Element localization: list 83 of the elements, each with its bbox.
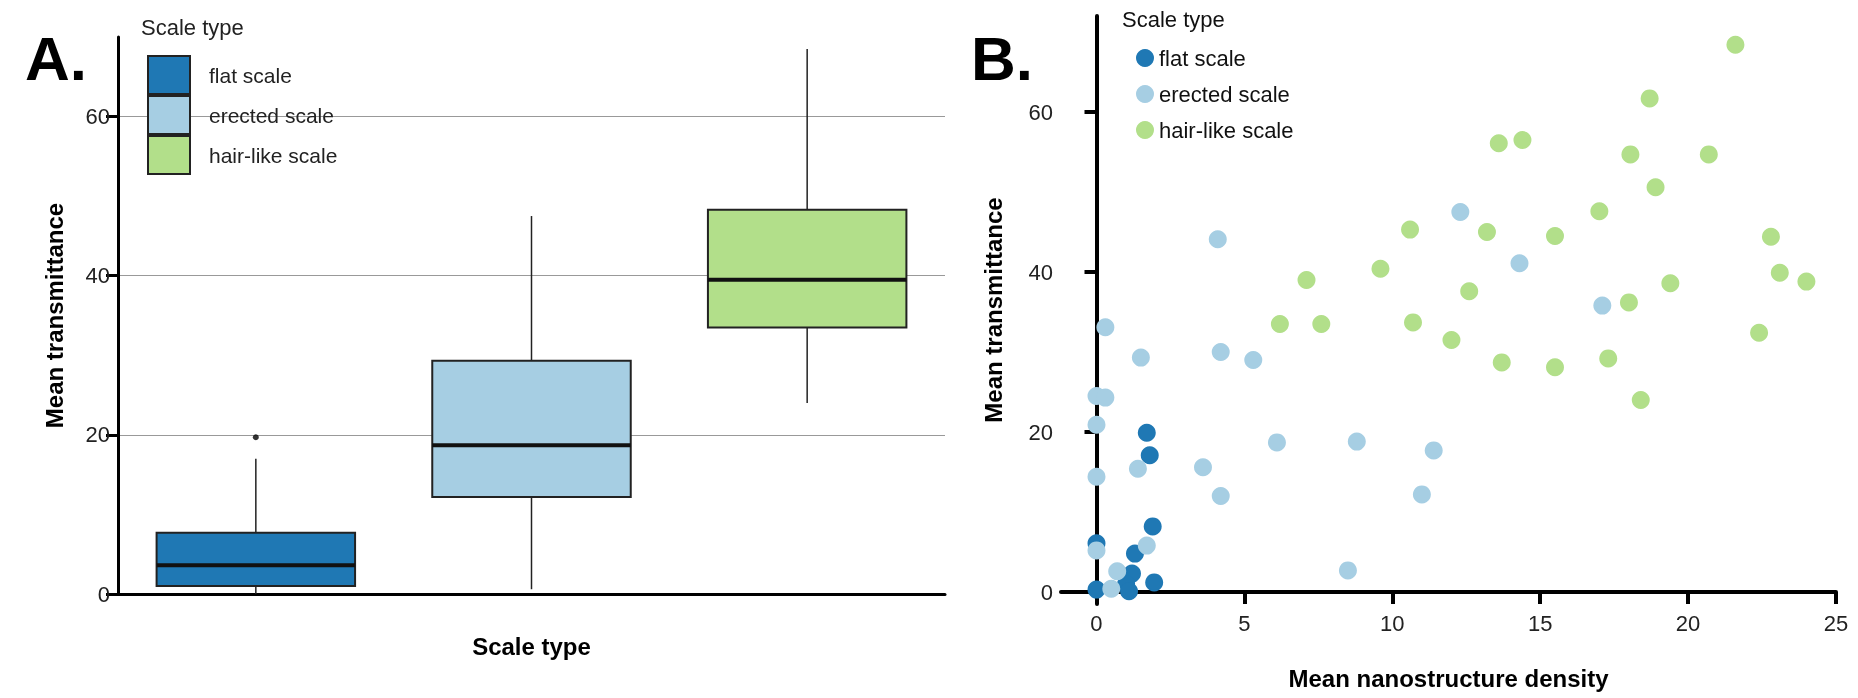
point — [1442, 331, 1461, 349]
point — [1424, 441, 1443, 460]
point — [1761, 227, 1780, 246]
x-tick-label: 10 — [1380, 610, 1405, 636]
x-tick-label: 0 — [1090, 610, 1103, 636]
point — [1619, 293, 1638, 312]
y-axis-title: Mean transmittance — [40, 202, 68, 429]
point — [1646, 178, 1665, 197]
point — [1699, 145, 1718, 164]
point — [1546, 227, 1564, 245]
point — [1451, 203, 1470, 221]
y-tick-label: 0 — [97, 581, 110, 607]
legend-title: Scale type — [141, 14, 244, 40]
legend-label: hair-like scale — [1159, 117, 1294, 143]
point — [1137, 536, 1156, 555]
point — [1460, 282, 1479, 301]
point — [1401, 220, 1420, 239]
point — [1194, 458, 1212, 477]
point — [1338, 561, 1357, 580]
x-tick-label: 5 — [1238, 610, 1251, 636]
point — [1621, 145, 1640, 164]
point — [1267, 433, 1286, 452]
chart-title: B. — [971, 23, 1033, 93]
point — [1477, 223, 1496, 241]
x-axis-title: Mean nanostructure density — [1288, 664, 1610, 692]
point — [1510, 254, 1529, 273]
point — [1140, 446, 1159, 465]
point — [1347, 432, 1366, 451]
x-tick-label: 25 — [1823, 610, 1849, 636]
point — [1631, 391, 1650, 409]
legend-title: Scale type — [1122, 6, 1225, 32]
point — [1489, 134, 1508, 153]
legend-label: hair-like scale — [209, 143, 338, 167]
point — [1312, 315, 1331, 333]
point — [1131, 348, 1150, 367]
point — [1750, 323, 1769, 342]
legend-label: erected scale — [1159, 81, 1290, 107]
point — [1797, 272, 1816, 291]
point — [1096, 318, 1115, 337]
point — [1412, 485, 1431, 504]
point — [1128, 459, 1147, 478]
point — [1087, 541, 1106, 560]
point — [1593, 296, 1612, 315]
y-tick-label: 40 — [1028, 259, 1053, 285]
y-tick-label: 20 — [1028, 419, 1053, 445]
point — [1270, 315, 1289, 333]
y-tick-label: 60 — [85, 104, 110, 130]
point — [1640, 89, 1659, 108]
y-axis-title: Mean transmittance — [979, 197, 1007, 423]
chart-title: A. — [25, 23, 87, 93]
point — [1143, 517, 1162, 536]
point — [1087, 415, 1106, 434]
point — [1145, 573, 1164, 592]
point — [1211, 487, 1230, 505]
y-tick-label: 60 — [1028, 99, 1053, 125]
legend-label: flat scale — [209, 63, 292, 87]
point — [1120, 582, 1139, 601]
point — [1137, 423, 1156, 442]
point — [1108, 562, 1127, 581]
y-tick-label: 0 — [1040, 579, 1053, 605]
point — [1726, 35, 1745, 54]
point — [1297, 271, 1316, 289]
x-tick-label: 20 — [1675, 610, 1701, 636]
point — [1492, 353, 1511, 372]
point — [1546, 358, 1564, 377]
legend-label: flat scale — [1159, 45, 1246, 71]
y-tick-label: 20 — [85, 422, 110, 448]
point — [1599, 349, 1618, 368]
point — [1208, 230, 1227, 249]
y-tick-label: 40 — [85, 263, 110, 289]
point — [1244, 351, 1263, 369]
point — [1371, 259, 1390, 278]
point — [1087, 467, 1106, 486]
x-axis-title: Scale type — [472, 632, 591, 660]
legend-label: erected scale — [209, 103, 334, 127]
point — [1770, 263, 1789, 282]
point — [1211, 343, 1230, 361]
point — [1404, 313, 1422, 332]
point — [1513, 131, 1532, 149]
point — [1102, 579, 1121, 598]
x-tick-label: 15 — [1527, 610, 1553, 636]
point — [1661, 274, 1680, 293]
point — [1590, 202, 1609, 221]
